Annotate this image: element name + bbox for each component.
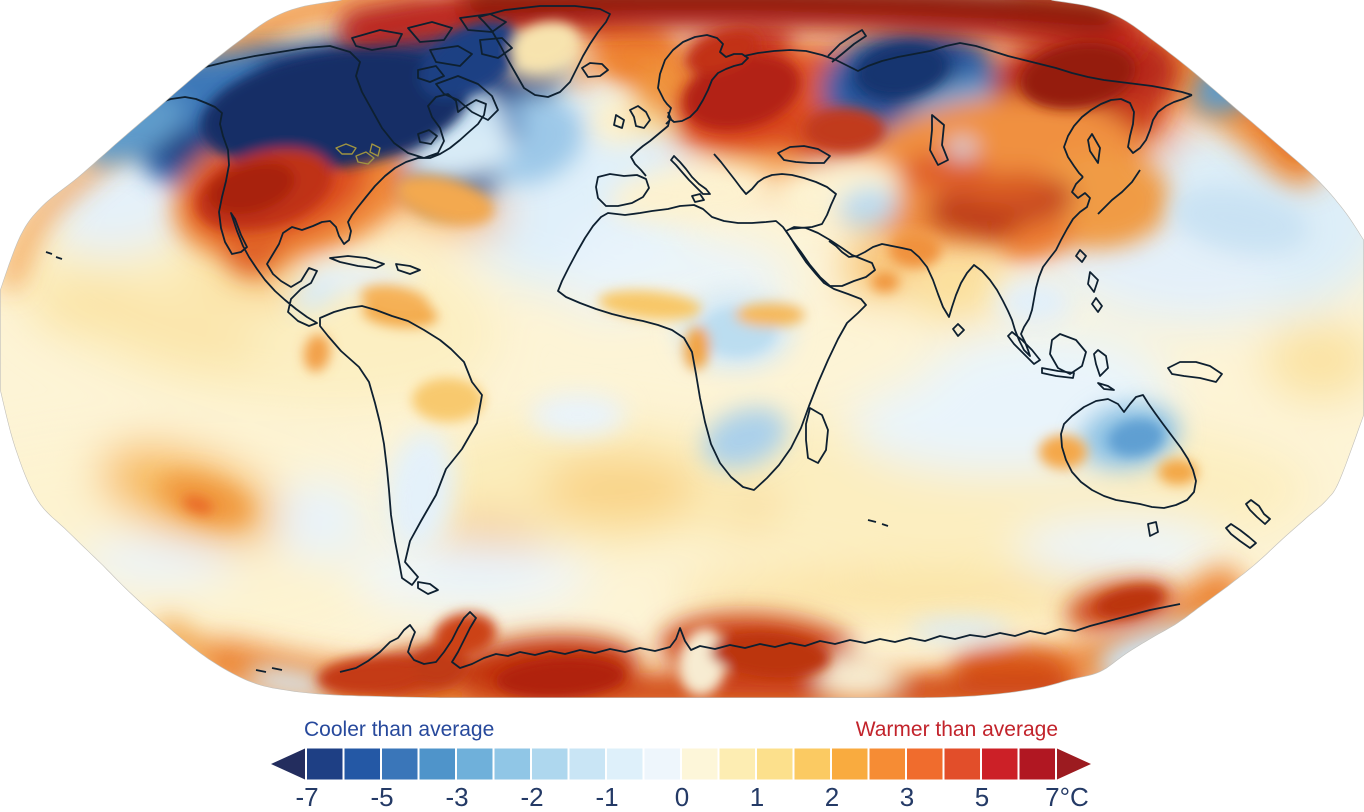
svg-text:0: 0: [675, 782, 689, 812]
svg-text:Warmer than average: Warmer than average: [856, 718, 1058, 741]
svg-text:-5: -5: [370, 782, 393, 812]
svg-text:3: 3: [900, 782, 914, 812]
svg-text:2: 2: [825, 782, 839, 812]
svg-text:5: 5: [975, 782, 989, 812]
svg-text:-1: -1: [595, 782, 618, 812]
svg-text:7°C: 7°C: [1045, 782, 1089, 812]
svg-text:-2: -2: [520, 782, 543, 812]
svg-text:Cooler than average: Cooler than average: [304, 718, 494, 741]
svg-text:-7: -7: [295, 782, 318, 812]
svg-text:1: 1: [750, 782, 764, 812]
svg-text:-3: -3: [445, 782, 468, 812]
